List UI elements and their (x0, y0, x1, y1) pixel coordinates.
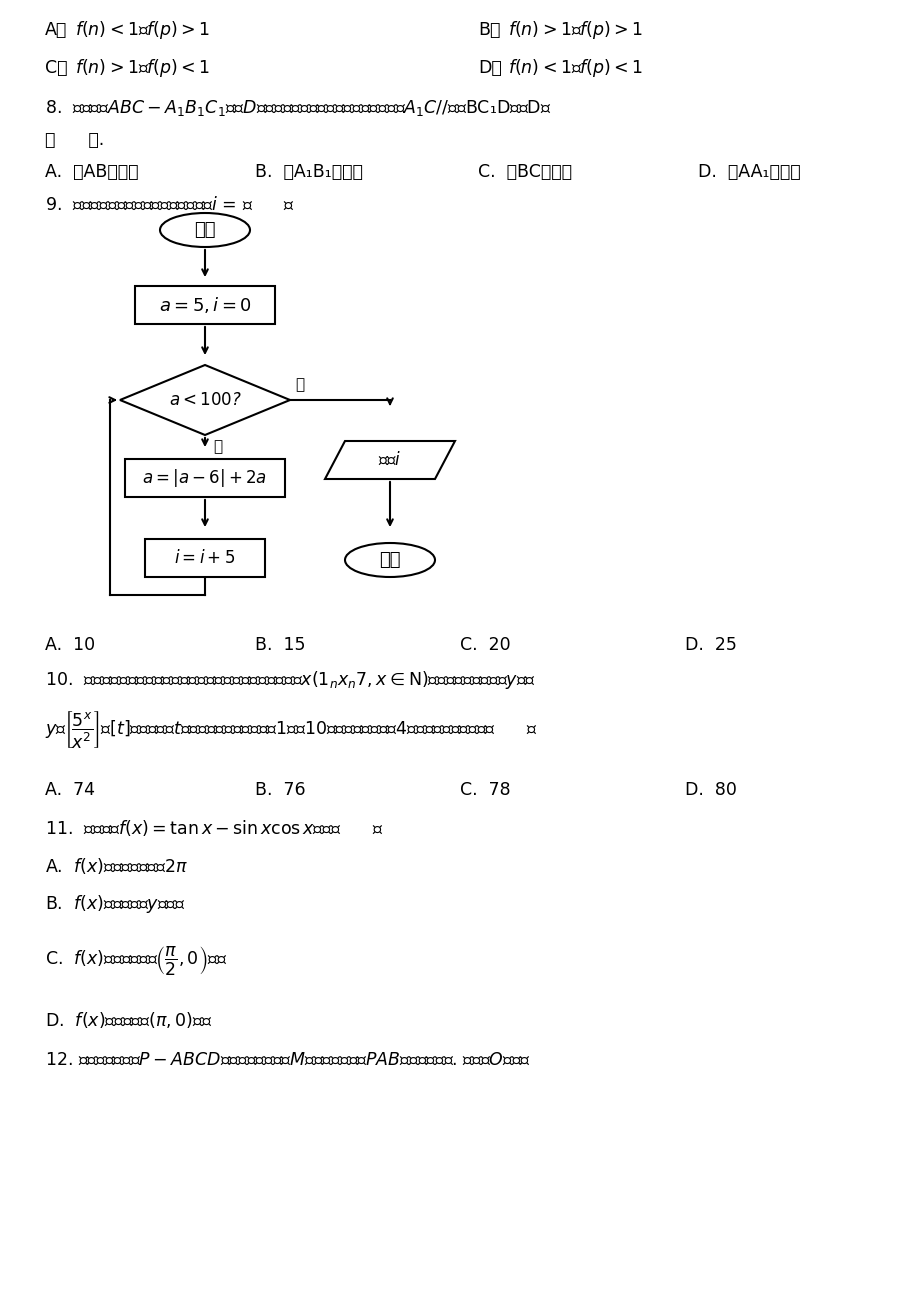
Text: 结束: 结束 (379, 551, 401, 569)
Text: $a<100$?: $a<100$? (168, 391, 241, 409)
Text: B．: B． (478, 21, 500, 39)
Text: A.  74: A. 74 (45, 781, 95, 799)
FancyBboxPatch shape (125, 460, 285, 497)
Text: A.  10: A. 10 (45, 635, 95, 654)
Text: A．: A． (45, 21, 67, 39)
Text: D.  $f(x)$的图象关于$(\pi,0)$对称: D. $f(x)$的图象关于$(\pi,0)$对称 (45, 1010, 212, 1030)
Text: $f(n)>1$且$f(p)>1$: $f(n)>1$且$f(p)>1$ (507, 20, 642, 40)
Text: B.  棱A₁B₁的中点: B. 棱A₁B₁的中点 (255, 163, 362, 181)
Text: C.  20: C. 20 (460, 635, 510, 654)
Text: D.  80: D. 80 (685, 781, 736, 799)
Text: $a=|a-6|+2a$: $a=|a-6|+2a$ (142, 467, 267, 490)
Text: B.  $f(x)$的图象关于$y$轴对称: B. $f(x)$的图象关于$y$轴对称 (45, 893, 186, 915)
Text: $y$与$\left[\dfrac{5^x}{x^2}\right]$（$[t]$表示不大于$t$的最大整数）成正比，第1天有10人进店消费，则第4天进店消费的: $y$与$\left[\dfrac{5^x}{x^2}\right]$（$[t]… (45, 710, 538, 750)
Text: 输出$i$: 输出$i$ (378, 450, 402, 469)
Text: $a=5, i=0$: $a=5, i=0$ (158, 296, 251, 315)
Text: B.  76: B. 76 (255, 781, 305, 799)
Text: C.  78: C. 78 (460, 781, 510, 799)
Text: D.  棱AA₁的中点: D. 棱AA₁的中点 (698, 163, 800, 181)
Text: B.  15: B. 15 (255, 635, 305, 654)
Ellipse shape (345, 543, 435, 577)
Text: $i=i+5$: $i=i+5$ (175, 549, 235, 566)
Text: A.  棱AB的中点: A. 棱AB的中点 (45, 163, 139, 181)
Ellipse shape (160, 214, 250, 247)
Text: C.  棱BC的中点: C. 棱BC的中点 (478, 163, 572, 181)
Polygon shape (119, 365, 289, 435)
Text: （      ）.: （ ）. (45, 132, 104, 148)
Text: $f(n)<1$且$f(p)>1$: $f(n)<1$且$f(p)>1$ (75, 20, 210, 40)
Text: 8.  在三棱柱$ABC-A_1B_1C_1$中，$D$为该棱柱的九条棱中某条棱的中点，若$A_1C//平面$BC₁D，则D为: 8. 在三棱柱$ABC-A_1B_1C_1$中，$D$为该棱柱的九条棱中某条棱的… (45, 98, 550, 118)
Text: 12. 如图，正四棱锥$P-ABCD$的每个顶点都在球$M$的球面上，侧面$PAB$是等边三角形. 若半球$O$的球心: 12. 如图，正四棱锥$P-ABCD$的每个顶点都在球$M$的球面上，侧面$PA… (45, 1051, 530, 1069)
Text: 11.  已知函数$f(x) = \tan x - \sin x\cos x$，则（      ）: 11. 已知函数$f(x) = \tan x - \sin x\cos x$，则… (45, 818, 383, 838)
Text: 10.  某服装店开张第一周进店消费的人数每天都在变化，设第$x(1_n x_n 7, x\in\mathrm{N})$天进店消费的人数为$y$，且: 10. 某服装店开张第一周进店消费的人数每天都在变化，设第$x(1_n x_n … (45, 669, 536, 691)
Text: C.  $f(x)$的图象不关于$\left(\dfrac{\pi}{2},0\right)$对称: C. $f(x)$的图象不关于$\left(\dfrac{\pi}{2},0\r… (45, 944, 227, 976)
FancyBboxPatch shape (145, 539, 265, 577)
Text: D.  25: D. 25 (685, 635, 736, 654)
Text: C．: C． (45, 59, 67, 77)
Text: 是: 是 (213, 440, 221, 454)
Text: D．: D． (478, 59, 501, 77)
Text: 否: 否 (295, 378, 304, 392)
Text: $f(n)>1$且$f(p)<1$: $f(n)>1$且$f(p)<1$ (75, 57, 210, 79)
Text: $f(n)<1$且$f(p)<1$: $f(n)<1$且$f(p)<1$ (507, 57, 642, 79)
FancyBboxPatch shape (135, 286, 275, 324)
Text: A.  $f(x)$的最小正周期为$2\pi$: A. $f(x)$的最小正周期为$2\pi$ (45, 855, 187, 876)
Text: 9.  执行如图所示的程序框图，则输出的$i$ = （      ）: 9. 执行如图所示的程序框图，则输出的$i$ = （ ） (45, 197, 295, 214)
Text: 开始: 开始 (194, 221, 216, 240)
Polygon shape (324, 441, 455, 479)
